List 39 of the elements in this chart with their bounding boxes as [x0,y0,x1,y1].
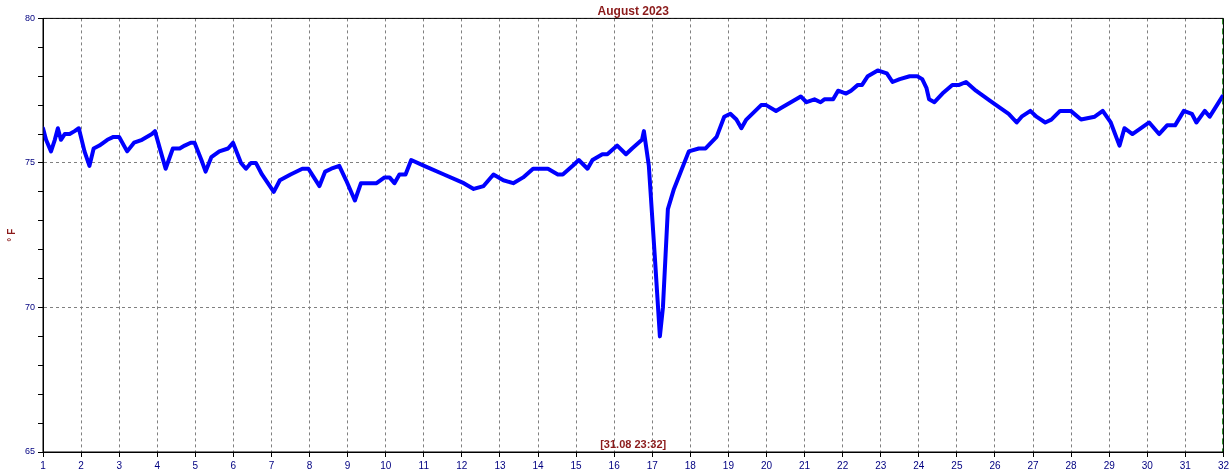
x-tick-label: 1 [40,459,47,471]
x-tick-label: 16 [608,459,621,471]
x-tick-label: 31 [1179,459,1192,471]
x-tick-label: 17 [646,459,659,471]
x-tick-label: 5 [192,459,199,471]
x-tick-label: 14 [532,459,545,471]
x-tick-label: 32 [1217,459,1230,471]
x-tick-label: 20 [760,459,773,471]
x-tick-label: 19 [722,459,735,471]
x-tick-label: 3 [116,459,123,471]
y-tick-label: 75 [25,157,36,168]
y-axis-title: ° F [5,228,17,242]
x-tick-label: 10 [380,459,392,471]
annotation: [31.08 23:32] [600,438,667,450]
x-tick-label: 7 [268,459,275,471]
x-tick-label: 24 [913,459,925,471]
x-tick-label: 30 [1141,459,1154,471]
x-tick-label: 15 [570,459,583,471]
x-tick-label: 25 [951,459,963,471]
x-tick-label: 2 [78,459,85,471]
x-tick-label: 13 [494,459,506,471]
y-tick-label: 65 [25,446,36,457]
x-tick-label: 11 [418,459,430,471]
x-tick-label: 4 [154,459,161,471]
y-tick-label: 70 [25,301,36,312]
x-tick-label: 6 [230,459,237,471]
x-tick-label: 26 [989,459,1001,471]
x-tick-label: 18 [684,459,697,471]
x-tick-label: 21 [799,459,811,471]
x-tick-label: 23 [875,459,887,471]
chart-title: August 2023 [597,3,670,18]
x-tick-label: 27 [1027,459,1040,471]
y-tick-label: 80 [25,12,36,23]
x-tick-label: 12 [456,459,468,471]
x-tick-label: 9 [344,459,351,471]
x-tick-label: 8 [306,459,313,471]
x-tick-label: 28 [1065,459,1078,471]
x-tick-label: 29 [1103,459,1116,471]
x-tick-label: 22 [837,459,849,471]
